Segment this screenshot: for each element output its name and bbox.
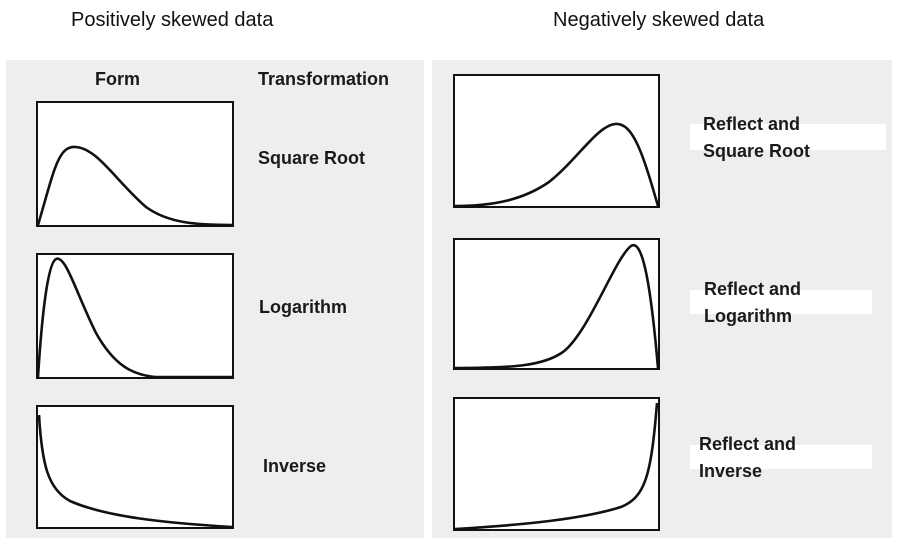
form-curve-reflect-inverse [453, 397, 660, 531]
form-curve-inverse [36, 405, 234, 529]
transformation-reflect-square-root: Reflect and Square Root [703, 111, 810, 165]
form-curve-reflect-square-root [453, 74, 660, 208]
heading-negatively-skewed: Negatively skewed data [553, 9, 765, 31]
transformation-logarithm: Logarithm [259, 297, 347, 317]
heading-positively-skewed: Positively skewed data [71, 9, 274, 31]
transformation-reflect-square-root-line1: Reflect and [703, 114, 801, 134]
transformation-reflect-square-root-line2: Square Root [703, 141, 811, 161]
transformation-reflect-logarithm: Reflect and Logarithm [704, 276, 801, 330]
label-highlight-strip [690, 124, 886, 150]
transformation-square-root: Square Root [258, 148, 366, 168]
transformation-reflect-logarithm-line2: Logarithm [704, 306, 792, 326]
label-highlight-strip [690, 290, 872, 314]
form-curve-reflect-logarithm [453, 238, 660, 370]
transformation-reflect-inverse-line2: Inverse [699, 461, 763, 481]
transformation-reflect-inverse-line1: Reflect and [699, 434, 797, 454]
transformation-reflect-inverse: Reflect and Inverse [699, 431, 796, 485]
transformation-inverse: Inverse [263, 456, 327, 476]
form-curve-square-root [36, 101, 234, 227]
form-curve-logarithm [36, 253, 234, 379]
label-highlight-strip [690, 445, 872, 469]
column-header-form: Form [95, 69, 140, 89]
column-header-transformation: Transformation [258, 69, 390, 89]
transformation-reflect-logarithm-line1: Reflect and [704, 279, 802, 299]
